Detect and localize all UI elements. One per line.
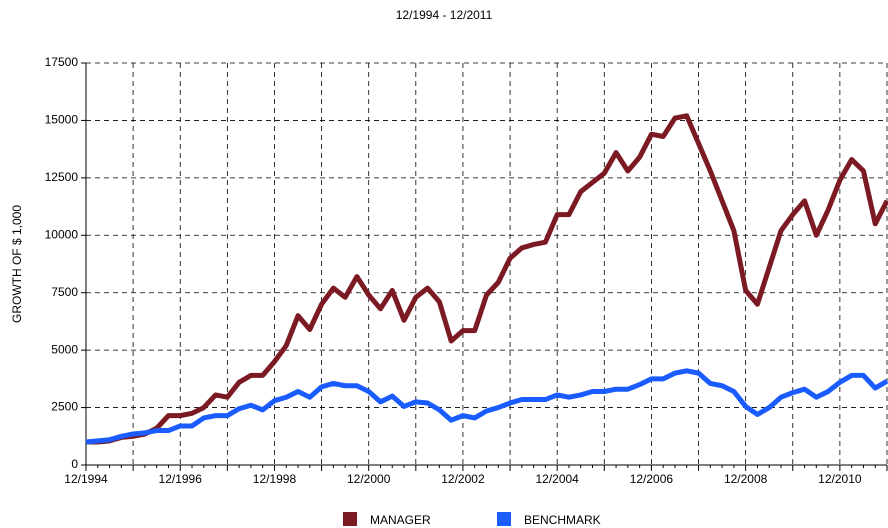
y-tick-label: 5000	[51, 342, 78, 356]
legend-label: MANAGER	[370, 513, 431, 527]
series-line	[85, 368, 888, 445]
x-tick-label: 12/2008	[724, 472, 768, 486]
x-tick-label: 12/1994	[64, 472, 108, 486]
x-tick-label: 12/2010	[818, 472, 862, 486]
legend-swatch	[343, 512, 357, 526]
y-tick-label: 0	[71, 457, 78, 471]
x-tick-label: 12/2002	[441, 472, 485, 486]
legend-label: BENCHMARK	[524, 513, 601, 527]
y-tick-label: 15000	[45, 113, 79, 127]
x-tick-label: 12/2006	[630, 472, 674, 486]
y-axis-label: GROWTH OF $ 1,000	[10, 205, 24, 323]
x-tick-label: 12/2004	[535, 472, 579, 486]
y-tick-label: 12500	[45, 170, 79, 184]
y-tick-label: 17500	[45, 55, 79, 69]
y-tick-label: 7500	[51, 285, 78, 299]
series-line	[86, 113, 888, 445]
x-tick-label: 12/2000	[347, 472, 391, 486]
chart-title: 12/1994 - 12/2011	[396, 8, 493, 22]
y-tick-label: 2500	[51, 400, 78, 414]
x-tick-label: 12/1998	[253, 472, 297, 486]
y-tick-label: 10000	[45, 227, 79, 241]
x-tick-label: 12/1996	[159, 472, 203, 486]
legend-swatch	[497, 512, 511, 526]
